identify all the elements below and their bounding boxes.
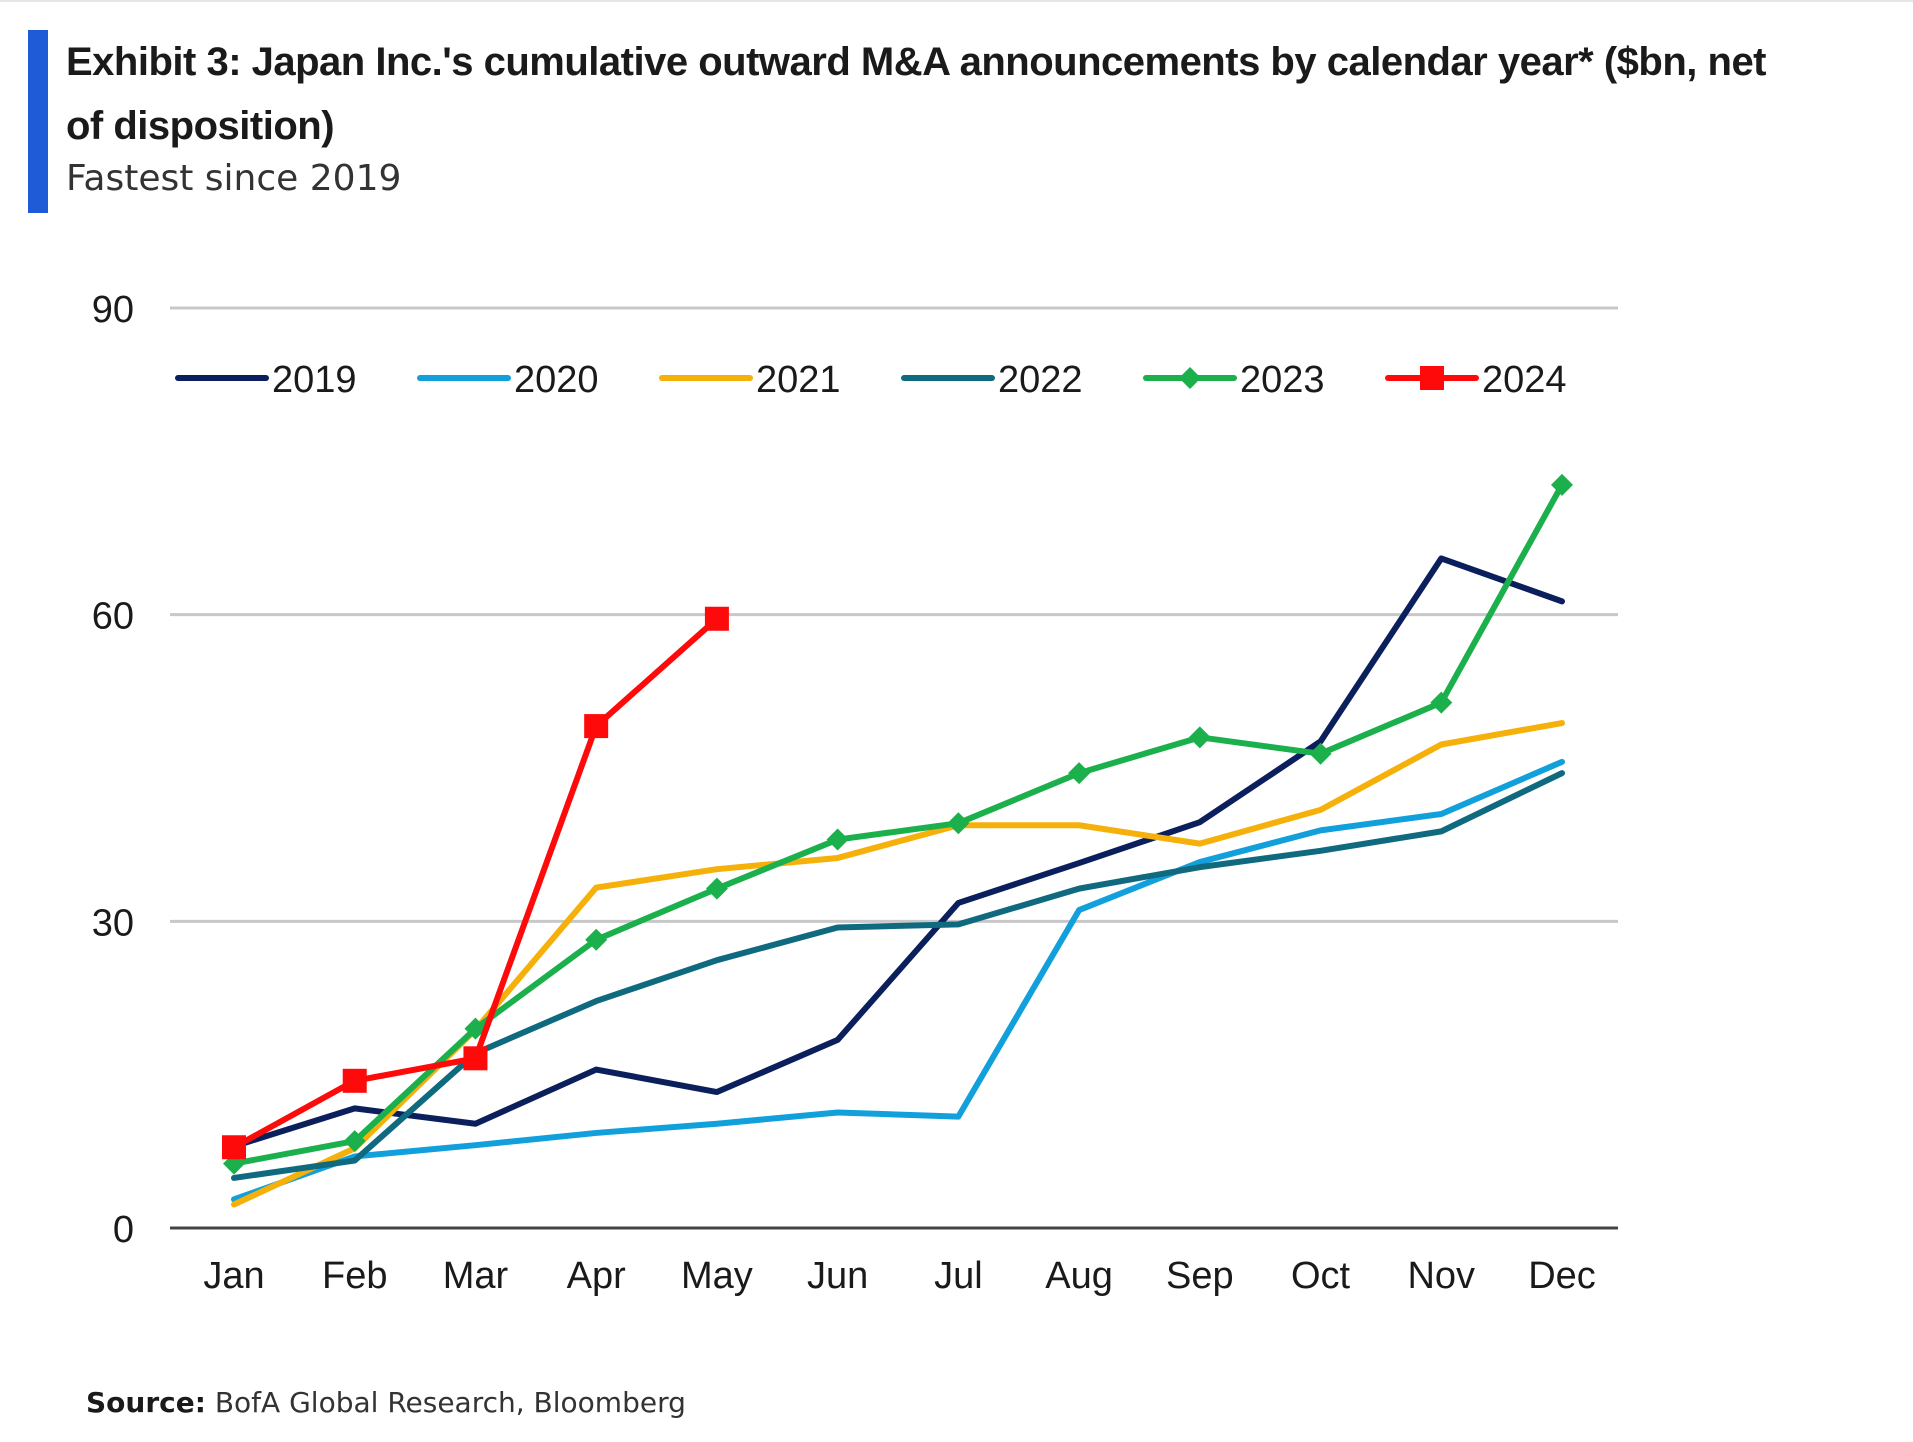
x-tick-label: Jul: [934, 1255, 983, 1297]
series-line-2019: [231, 555, 1565, 1150]
legend-item-2024: 2024: [1385, 359, 1567, 401]
data-point-2024: [463, 1046, 488, 1071]
series-2019: [231, 555, 1565, 1150]
series-line-2020: [231, 758, 1565, 1203]
series-line-2022: [231, 770, 1565, 1181]
x-axis-ticks: Jan Feb Mar Apr May Jun Jul Aug Sep Oct Nov Dec: [203, 1255, 1595, 1297]
top-rule: [0, 0, 1913, 2]
source-note: Source: BofA Global Research, Bloomberg: [86, 1386, 686, 1419]
series-2020: [231, 758, 1565, 1203]
legend-label: 2021: [756, 359, 841, 401]
chart-subtitle: Fastest since 2019: [66, 158, 402, 199]
y-tick-label: 0: [113, 1209, 134, 1251]
x-tick-label: May: [681, 1255, 753, 1297]
x-tick-label: Mar: [443, 1255, 509, 1297]
series-line-2023: [231, 481, 1565, 1167]
y-tick-label: 30: [92, 902, 134, 944]
legend-label: 2023: [1240, 359, 1325, 401]
y-tick-label: 60: [92, 596, 134, 638]
chart-title: Exhibit 3: Japan Inc.'s cumulative outwa…: [66, 40, 1767, 148]
series-lines: [222, 473, 1573, 1208]
source-label: Source:: [86, 1386, 206, 1419]
legend-item-2020: 2020: [417, 359, 599, 401]
x-tick-label: Dec: [1528, 1255, 1596, 1297]
data-point-2024: [704, 606, 729, 631]
y-axis-ticks: 0 30 60 90: [92, 289, 134, 1251]
x-tick-label: Aug: [1045, 1255, 1113, 1297]
source-text: BofA Global Research, Bloomberg: [214, 1386, 686, 1419]
data-point-2024: [584, 714, 609, 739]
x-tick-label: Sep: [1166, 1255, 1234, 1297]
legend-label: 2020: [514, 359, 599, 401]
legend-item-2019: 2019: [175, 359, 357, 401]
data-point-2024: [222, 1135, 246, 1160]
data-point-2023: [1188, 726, 1211, 749]
data-point-2023: [1551, 473, 1573, 496]
legend-marker: [1420, 366, 1444, 390]
x-tick-label: Jun: [807, 1255, 868, 1297]
legend-item-2021: 2021: [659, 359, 841, 401]
series-line-2021: [231, 720, 1565, 1208]
legend-label: 2024: [1482, 359, 1567, 401]
accent-bar: [28, 30, 48, 213]
data-point-2023: [1309, 742, 1332, 765]
gridlines: [170, 306, 1618, 1230]
data-point-2023: [464, 1017, 487, 1040]
legend-marker: [1179, 367, 1201, 389]
data-point-2023: [1430, 691, 1453, 714]
data-point-2023: [343, 1130, 366, 1153]
series-2022: [231, 770, 1565, 1181]
data-point-2023: [826, 828, 849, 851]
legend-item-2022: 2022: [901, 359, 1083, 401]
x-tick-label: Nov: [1407, 1255, 1475, 1297]
x-tick-label: Oct: [1291, 1255, 1351, 1297]
data-point-2023: [947, 812, 970, 835]
data-point-2024: [342, 1068, 367, 1093]
data-point-2023: [705, 877, 728, 900]
series-2021: [231, 720, 1565, 1208]
data-point-2023: [585, 928, 608, 951]
legend-label: 2022: [998, 359, 1083, 401]
legend-item-2023: 2023: [1143, 359, 1325, 401]
series-2024: [222, 606, 729, 1160]
legend: 2019 2020 2021 2022 2023 2024: [175, 359, 1567, 401]
x-tick-label: Feb: [322, 1255, 387, 1297]
legend-label: 2019: [272, 359, 357, 401]
x-tick-label: Jan: [203, 1255, 264, 1297]
y-tick-label: 90: [92, 289, 134, 331]
x-tick-label: Apr: [567, 1255, 626, 1297]
data-point-2023: [1068, 762, 1091, 785]
